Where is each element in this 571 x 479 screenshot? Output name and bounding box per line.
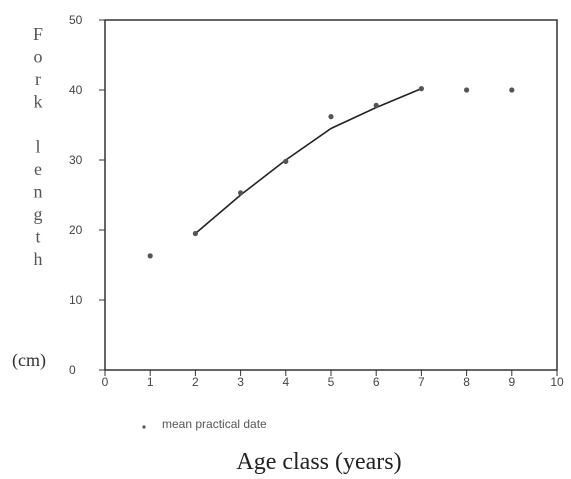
x-axis-label: Age class (years) [236,449,401,475]
x-tick-label: 2 [192,375,199,389]
x-tick-label: 3 [237,375,244,389]
data-point [418,86,424,92]
data-point [147,253,153,259]
y-axis-label-letter: e [34,159,42,179]
x-tick-label: 7 [418,375,425,389]
y-axis-label-letter: F [33,24,43,44]
data-point [238,190,244,196]
y-axis-label-letter: n [34,182,43,202]
data-point [328,114,334,120]
x-tick-label: 0 [102,375,109,389]
legend: mean practical date [142,417,267,431]
x-axis-ticks: 0 1 2 3 4 5 6 7 8 9 10 [102,370,564,389]
data-point [373,102,379,108]
x-tick-label: 5 [328,375,335,389]
x-tick-label: 10 [550,375,564,389]
plot-frame [104,19,558,371]
data-point [192,230,198,237]
y-tick-label: 10 [69,293,83,307]
y-axis-label-letter: g [34,204,43,224]
data-point [464,87,470,93]
fit-line [194,87,422,235]
x-tick-label: 8 [463,375,470,389]
data-points [147,86,515,259]
y-axis-ticks: 0 10 20 30 40 50 [69,13,105,377]
y-axis-label-letter: r [35,69,41,89]
x-tick-label: 4 [282,375,289,389]
y-tick-label: 20 [69,223,83,237]
legend-label: mean practical date [162,417,267,431]
data-point [283,158,289,164]
y-tick-label: 30 [69,153,83,167]
y-axis-label-letter: t [35,227,40,247]
x-tick-label: 9 [508,375,515,389]
legend-marker [142,425,146,429]
y-tick-label: 40 [69,83,83,97]
x-tick-label: 1 [147,375,154,389]
y-axis-label-letter: l [35,137,40,157]
y-axis-label-letter: k [34,92,43,112]
y-axis-label-letter: h [34,249,43,269]
data-point [509,87,515,93]
x-tick-label: 6 [373,375,380,389]
y-axis-label-letter: o [34,47,43,67]
y-tick-label: 50 [69,13,83,27]
y-axis-units: (cm) [12,350,46,371]
y-tick-label: 0 [69,363,76,377]
